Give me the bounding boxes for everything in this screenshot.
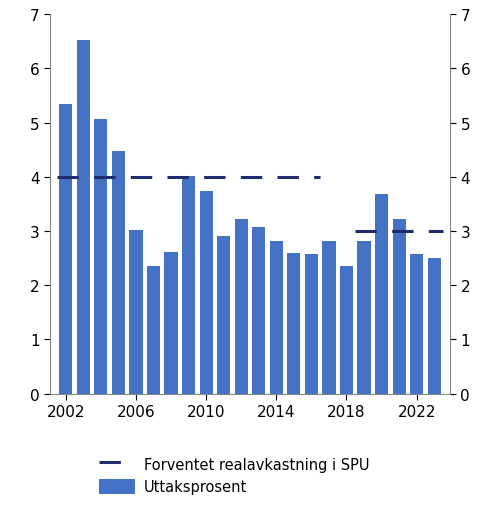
Bar [270,242,283,394]
Bar [410,255,423,394]
Bar [112,152,125,394]
Bar [217,237,230,394]
Bar [234,219,248,394]
Bar [288,254,300,394]
Bar [182,176,195,394]
Bar [428,259,441,394]
Legend: Forventet realavkastning i SPU, Uttaksprosent: Forventet realavkastning i SPU, Uttakspr… [93,450,375,500]
Bar [77,41,90,394]
Bar [375,194,388,394]
Bar [130,230,142,394]
Bar [164,252,177,394]
Bar [252,228,266,394]
Bar [200,192,212,394]
Bar [59,105,72,394]
Bar [322,242,336,394]
Bar [94,120,108,394]
Bar [358,241,370,394]
Bar [305,255,318,394]
Bar [392,220,406,394]
Bar [340,266,353,394]
Bar [147,267,160,394]
